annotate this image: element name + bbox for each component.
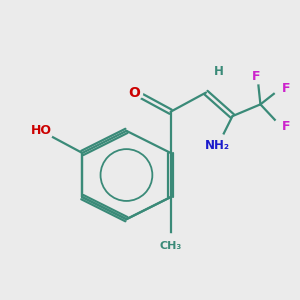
Circle shape <box>274 81 288 95</box>
Circle shape <box>212 64 226 79</box>
Circle shape <box>128 85 142 100</box>
Text: F: F <box>282 120 291 133</box>
Circle shape <box>274 119 288 134</box>
Circle shape <box>206 134 230 158</box>
Text: HO: HO <box>31 124 52 137</box>
Text: F: F <box>252 70 260 83</box>
Text: O: O <box>128 85 140 100</box>
Text: NH₂: NH₂ <box>205 139 230 152</box>
Circle shape <box>159 234 182 257</box>
Circle shape <box>250 69 265 84</box>
Text: F: F <box>282 82 291 95</box>
Circle shape <box>29 119 53 142</box>
Text: CH₃: CH₃ <box>160 241 182 251</box>
Text: H: H <box>214 65 224 79</box>
